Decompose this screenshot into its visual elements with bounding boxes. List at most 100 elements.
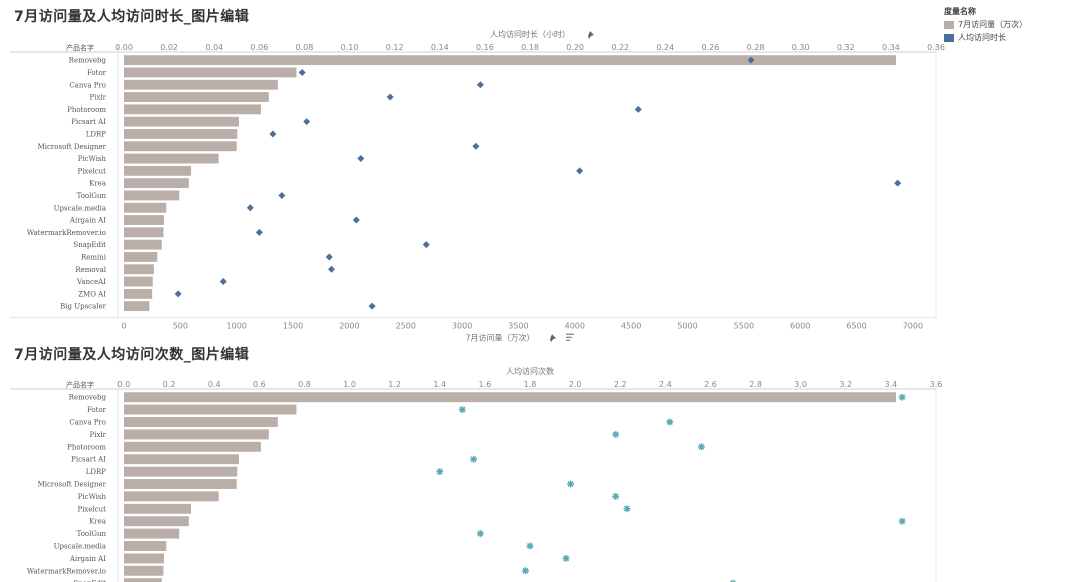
top-tick-label: 2.2	[614, 380, 627, 389]
dot-visits-per-user	[562, 554, 570, 562]
bar-visits	[124, 288, 153, 299]
bar-visits	[124, 202, 167, 213]
bar-visits	[124, 417, 278, 427]
bar-visits	[124, 479, 237, 489]
top-tick-label: 0.12	[386, 43, 404, 52]
bottom-tick-label: 3000	[452, 321, 472, 330]
top-tick-label: 2.6	[704, 380, 717, 389]
category-label: Upscale.media	[54, 543, 106, 551]
bar-visits	[124, 541, 167, 551]
bottom-tick-label: 2500	[396, 321, 416, 330]
top-tick-label: 1.0	[343, 380, 356, 389]
category-label: ToolGun	[77, 530, 107, 538]
top-tick-label: 0.06	[250, 43, 268, 52]
top-tick-label: 1.4	[433, 380, 446, 389]
chart1-svg: 人均访问时长（小时） 0.00 0.02 0.04 0.06 0.08 0.10 0.12 0.…	[10, 29, 945, 343]
chart1-title: 7月访问量及人均访问时长_图片编辑	[14, 9, 250, 25]
category-label: Removal	[75, 266, 106, 274]
category-label: Pixlr	[90, 431, 107, 439]
bar-visits	[124, 215, 165, 225]
dot-duration	[174, 290, 182, 298]
top-tick-label: 0.04	[205, 43, 223, 52]
top-tick-label: 0.08	[296, 43, 314, 52]
top-axis-title: 人均访问时长（小时）	[490, 29, 570, 39]
bar-visits	[124, 129, 238, 139]
top-tick-label: 0.22	[611, 43, 629, 52]
bottom-axis-title: 7月访问量（万次）	[465, 332, 534, 342]
top-tick-label: 0.24	[656, 43, 674, 52]
bar-visits	[124, 404, 297, 415]
top-tick-label: 0.30	[792, 43, 810, 52]
dot-visits-per-user	[476, 530, 484, 538]
bottom-tick-label: 5000	[677, 321, 697, 330]
dot-duration	[219, 278, 227, 286]
bar-visits	[124, 301, 150, 312]
legend-item-duration[interactable]: 人均访问时长	[944, 32, 1027, 43]
top-tick-label: 0.36	[927, 43, 945, 52]
dot-duration	[476, 81, 484, 89]
top-tick-label: 2.4	[659, 380, 672, 389]
category-header: 产品名字	[66, 43, 94, 52]
category-label: PicWish	[78, 493, 107, 501]
chart2-title: 7月访问量及人均访问次数_图片编辑	[14, 347, 250, 363]
bottom-tick-label: 1000	[227, 321, 247, 330]
dot-duration	[386, 93, 394, 101]
bar-visits	[124, 116, 239, 127]
pin-icon	[588, 31, 594, 39]
category-label: Big Upscaler	[60, 303, 107, 311]
legend-item-visits[interactable]: 7月访问量（万次）	[944, 19, 1027, 30]
dot-duration	[269, 130, 277, 138]
dot-visits-per-user	[623, 505, 631, 513]
top-tick-label: 0.8	[298, 380, 311, 389]
dot-visits-per-user	[458, 406, 466, 414]
bar-visits	[124, 92, 269, 102]
top-tick-label: 0.14	[431, 43, 449, 52]
category-label: Pixelcut	[77, 505, 106, 513]
legend-swatch-duration	[944, 33, 954, 42]
bar-visits	[124, 429, 269, 440]
dot-duration	[325, 253, 333, 261]
category-label: SnapEdit	[73, 580, 106, 582]
category-label: Remini	[81, 253, 107, 261]
category-label: Removebg	[69, 57, 107, 65]
category-label: WatermarkRemover.io	[27, 567, 106, 575]
bar-visits	[124, 190, 180, 201]
top-tick-label: 0.6	[253, 380, 266, 389]
top-tick-label: 3.0	[794, 380, 807, 389]
bottom-tick-label: 5500	[734, 321, 754, 330]
bottom-tick-label: 1500	[283, 321, 303, 330]
top-tick-label: 1.2	[388, 380, 401, 389]
category-label: Pixelcut	[77, 167, 106, 175]
category-label: Canva Pro	[69, 81, 106, 89]
bar-visits	[124, 227, 164, 238]
dot-duration	[255, 228, 263, 236]
dot-visits-per-user	[567, 480, 575, 488]
category-label: Krea	[89, 180, 106, 188]
bottom-tick-label: 6500	[846, 321, 866, 330]
category-label: Airgain AI	[69, 555, 106, 563]
category-label: Photoroom	[67, 106, 106, 114]
category-label: WatermarkRemover.io	[27, 229, 106, 237]
dot-visits-per-user	[898, 517, 906, 525]
bar-visits	[124, 466, 238, 477]
legend-label-duration: 人均访问时长	[958, 33, 1006, 42]
top-tick-label: 0.20	[566, 43, 584, 52]
bottom-tick-label: 2000	[339, 321, 359, 330]
top-tick-label: 3.4	[885, 380, 898, 389]
top-tick-label: 0.02	[160, 43, 178, 52]
dot-duration	[634, 105, 642, 113]
top-tick-label: 1.6	[479, 380, 492, 389]
bar-visits	[124, 553, 165, 564]
category-label: Microsoft Designer	[38, 143, 107, 151]
category-label: Photoroom	[67, 443, 106, 451]
top-tick-label: 3.2	[839, 380, 852, 389]
category-label: PicWish	[78, 155, 107, 163]
dot-visits-per-user	[612, 430, 620, 438]
top-tick-label: 0.4	[208, 380, 221, 389]
bar-visits	[124, 79, 278, 90]
dot-visits-per-user	[697, 443, 705, 451]
dot-visits-per-user	[526, 542, 534, 550]
category-label: SnapEdit	[73, 241, 106, 249]
top-tick-label: 0.34	[882, 43, 900, 52]
dot-duration	[328, 265, 336, 273]
